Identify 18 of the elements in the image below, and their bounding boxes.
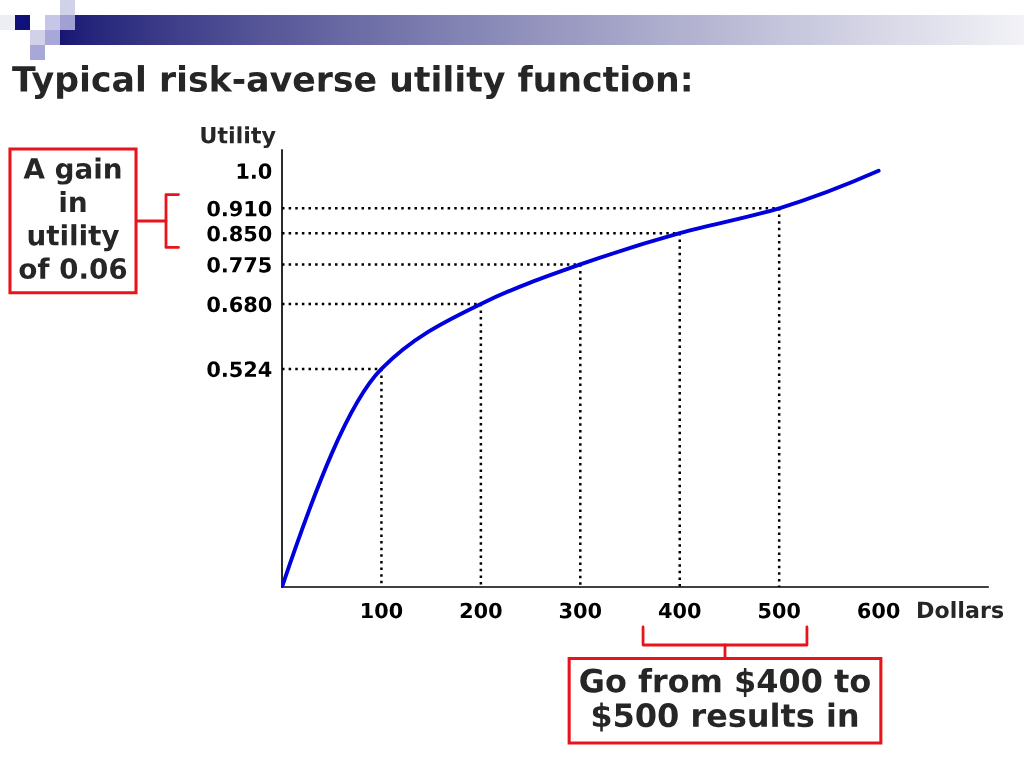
x-tick-label: 100 <box>362 602 403 619</box>
text: A gain in utility of 0.06 <box>19 157 127 280</box>
x-tick-label: 300 <box>559 602 602 619</box>
x-tick-label: 200 <box>460 602 502 619</box>
x-tick-label: 400 <box>658 602 701 619</box>
y-tick-label: 0.850 <box>207 225 272 242</box>
y-tick-label: 0.524 <box>207 361 272 378</box>
x-tick-label: 600 <box>858 602 900 619</box>
x-tick-label: 500 <box>759 602 800 619</box>
x-axis-title: Dollars <box>918 601 1004 619</box>
text: Go from $400 to $500 results in <box>580 668 870 732</box>
y-tick-label: 1.0 <box>237 163 272 180</box>
y-tick-label: 0.680 <box>207 296 272 313</box>
y-axis-title: Utility <box>201 126 276 148</box>
line-series <box>282 168 881 587</box>
chart-title: Typical risk-averse utility function: <box>12 65 690 99</box>
y-tick-label: 0.775 <box>207 256 271 273</box>
y-tick-label: 0.910 <box>207 200 272 217</box>
